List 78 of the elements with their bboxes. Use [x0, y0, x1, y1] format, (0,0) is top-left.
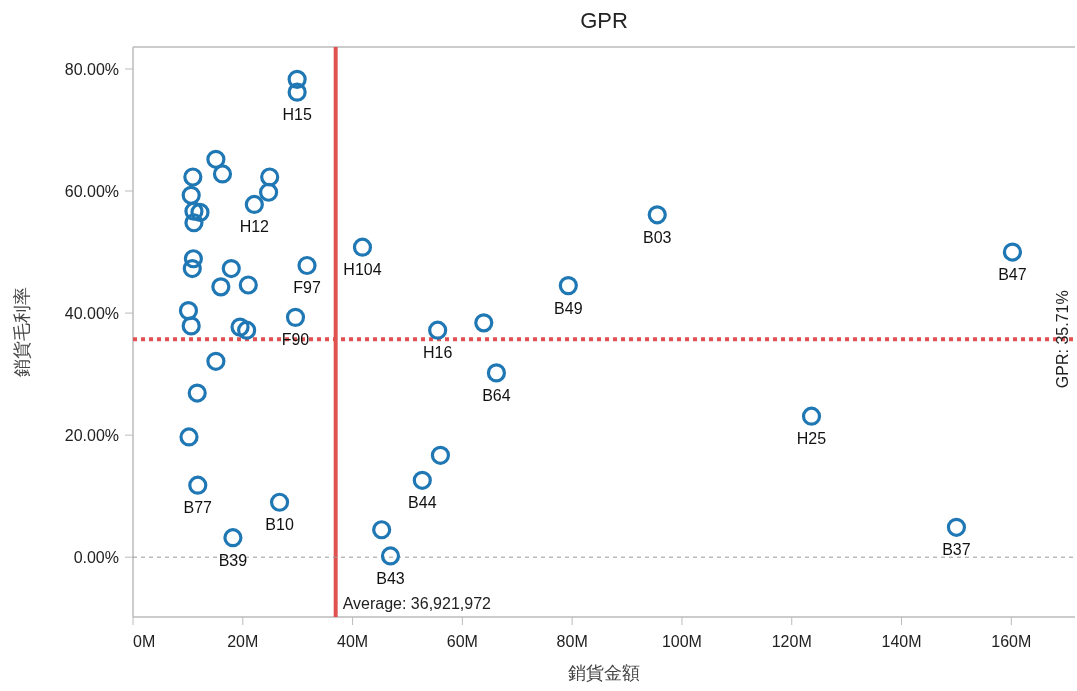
point	[178, 301, 199, 321]
annotation: B77	[183, 499, 213, 517]
point	[372, 520, 392, 540]
annotation: B37	[942, 541, 971, 559]
point	[412, 470, 432, 490]
point	[221, 258, 241, 279]
annotation: H15	[282, 106, 312, 124]
annotation: B03	[643, 228, 672, 246]
annotation: B47	[998, 266, 1027, 284]
point	[260, 167, 280, 187]
point	[181, 185, 201, 205]
point	[183, 167, 203, 187]
point	[181, 316, 201, 336]
point	[238, 275, 258, 295]
point	[206, 149, 226, 169]
annotation: H16	[422, 344, 453, 362]
point	[188, 475, 208, 495]
x-tick-label: 100M	[661, 633, 702, 650]
point	[211, 277, 231, 297]
point	[297, 255, 317, 276]
x-tick-label: 20M	[227, 633, 259, 650]
point	[190, 202, 210, 222]
point	[223, 528, 243, 548]
point	[287, 69, 307, 89]
point	[352, 237, 373, 257]
y-axis-title: 銷貨毛利率	[12, 287, 32, 377]
chart-title: GPR	[580, 8, 628, 33]
point	[558, 276, 578, 296]
x-tick-label: 160M	[991, 633, 1032, 650]
annotation: H25	[796, 430, 827, 448]
annotation: B49	[554, 299, 583, 317]
annotation: B43	[376, 569, 405, 587]
point	[184, 201, 204, 221]
point	[182, 258, 202, 279]
point	[801, 406, 822, 426]
y-tick-label: 0.00%	[73, 549, 119, 567]
point	[287, 82, 307, 102]
x-tick-label: 140M	[881, 633, 922, 650]
y-tick-label: 80.00%	[64, 60, 119, 78]
point	[237, 320, 257, 340]
annotation: H12	[239, 218, 270, 236]
point	[474, 313, 494, 333]
point	[486, 363, 507, 383]
point	[187, 383, 207, 403]
point	[647, 205, 667, 225]
annotation: F90	[281, 331, 310, 349]
annotation: F97	[293, 279, 321, 297]
point	[184, 213, 204, 233]
point	[258, 182, 279, 202]
point	[230, 317, 250, 337]
point	[285, 307, 306, 327]
point	[380, 546, 401, 566]
ref-line-label: GPR: 35.71%	[1054, 290, 1071, 389]
point	[206, 351, 226, 371]
y-tick-label: 40.00%	[64, 305, 119, 323]
annotation: H104	[343, 261, 382, 279]
annotation: B39	[218, 551, 248, 569]
annotation: B44	[408, 494, 437, 512]
x-tick-label: 120M	[771, 633, 812, 650]
point	[1002, 242, 1023, 262]
point	[179, 427, 199, 447]
point	[269, 492, 290, 512]
point	[244, 194, 264, 215]
point	[430, 445, 451, 465]
x-axis-title: 銷貨金額	[568, 663, 640, 683]
y-tick-label: 60.00%	[64, 183, 119, 201]
x-tick-label: 0M	[133, 633, 156, 650]
x-tick-label: 60M	[446, 633, 478, 650]
point	[946, 517, 967, 537]
annotation: B10	[265, 516, 294, 534]
point	[183, 249, 203, 269]
y-tick-label: 20.00%	[64, 427, 119, 445]
point	[212, 164, 233, 184]
x-tick-label: 80M	[556, 633, 588, 650]
point	[428, 320, 448, 340]
ref-line-label: Average: 36,921,972	[342, 595, 492, 612]
x-tick-label: 40M	[337, 633, 369, 650]
annotation: B64	[482, 386, 511, 404]
